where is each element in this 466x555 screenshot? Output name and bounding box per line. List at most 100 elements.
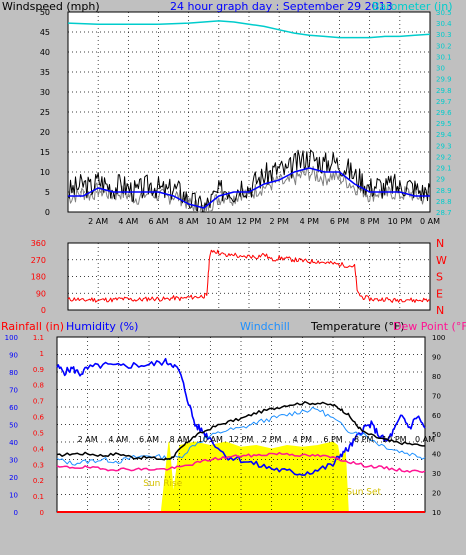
windspeed-tick-15: 15 [40, 148, 50, 157]
dewpoint-label: Dew Point (°F) [393, 320, 466, 333]
barometer-tick-29-8: 29.8 [436, 87, 452, 95]
x-tick-6-am: 6 AM [148, 217, 168, 226]
barometer-axis-ticks: 28.7 28.8 28.9 29 29.1 29.2 29.3 29.4 29.5 29.6 29… [436, 9, 452, 217]
x-tick-4-am: 4 AM [118, 217, 138, 226]
temp-x-tick-8-am: 8 AM [170, 435, 190, 444]
x-tick-8-am: 8 AM [179, 217, 199, 226]
temperature-tick-40: 40 [432, 451, 441, 459]
humidity-tick-50: 50 [9, 422, 18, 430]
x-tick-4-pm: 4 PM [300, 217, 319, 226]
temperature-tick-90: 90 [432, 353, 441, 361]
temperature-tick-10: 10 [432, 509, 441, 517]
rainfall-axis-label: Rainfall (in) [1, 320, 64, 333]
humidity-axis-label: Humidity (%) [66, 320, 138, 333]
barometer-tick-30-2: 30.2 [436, 42, 452, 50]
chart-title: 24 hour graph day : September 29 2013 [170, 0, 393, 13]
x-tick-12-pm: 12 PM [237, 217, 262, 226]
humidity-tick-100: 100 [5, 334, 18, 342]
temperature-tick-100: 100 [432, 334, 445, 342]
wind-panel-x-ticks: 2 AM 4 AM 6 AM 8 AM 10 AM 12 PM 2 PM 4 PM 6 PM 8 … [88, 217, 440, 226]
temp-x-tick-4-pm: 4 PM [293, 435, 312, 444]
humidity-tick-60: 60 [9, 404, 18, 412]
temp-x-tick-10-pm: 10 PM [382, 435, 407, 444]
barometer-line [67, 20, 431, 39]
windchill-label: Windchill [240, 320, 290, 333]
barometer-tick-30-1: 30.1 [436, 53, 452, 61]
x-tick-6-pm: 6 PM [330, 217, 349, 226]
barometer-tick-29-2: 29.2 [436, 153, 452, 161]
humidity-tick-10: 10 [9, 492, 18, 500]
compass-tick-4: N [436, 237, 444, 250]
rainfall-tick-0-2: 0.2 [33, 477, 44, 485]
rainfall-tick-0-3: 0.3 [33, 461, 44, 469]
barometer-tick-28-9: 28.9 [436, 187, 452, 195]
direction-tick-180: 180 [31, 273, 46, 282]
humidity-tick-0: 0 [14, 509, 18, 517]
compass-tick-2: S [436, 271, 443, 284]
rainfall-tick-0-5: 0.5 [33, 429, 44, 437]
temperature-panel-series [56, 357, 426, 513]
x-tick-2-am: 2 AM [88, 217, 108, 226]
rainfall-tick-0-9: 0.9 [33, 366, 44, 374]
temp-x-tick-0-am: 0 AM [415, 435, 435, 444]
wind-average-line [68, 167, 430, 209]
barometer-tick-29-4: 29.4 [436, 131, 452, 139]
windchill-line [56, 406, 426, 466]
temp-x-tick-2-pm: 2 PM [262, 435, 281, 444]
windspeed-tick-0: 0 [45, 208, 50, 217]
humidity-tick-30: 30 [9, 457, 18, 465]
compass-tick-1: E [436, 287, 443, 300]
barometer-tick-28-7: 28.7 [436, 209, 452, 217]
direction-tick-360: 360 [31, 239, 46, 248]
x-tick-10-am: 10 AM [206, 217, 231, 226]
x-tick-0-am: 0 AM [420, 217, 440, 226]
temperature-tick-20: 20 [432, 490, 441, 498]
barometer-axis-label: Barometer (in) [372, 0, 453, 13]
barometer-tick-29-6: 29.6 [436, 109, 452, 117]
compass-tick-3: W [436, 254, 447, 267]
windspeed-tick-10: 10 [40, 168, 50, 177]
barometer-tick-29-1: 29.1 [436, 165, 452, 173]
barometer-tick-29-5: 29.5 [436, 120, 452, 128]
humidity-tick-20: 20 [9, 474, 18, 482]
barometer-tick-29-7: 29.7 [436, 98, 452, 106]
rainfall-tick-1: 1 [40, 350, 44, 358]
rainfall-tick-1-1: 1.1 [33, 334, 44, 342]
barometer-tick-29-3: 29.3 [436, 142, 452, 150]
temperature-axis-label: Temperature (°F) [310, 320, 405, 333]
windspeed-tick-50: 50 [40, 8, 50, 17]
sunrise-label: Sun Rise [143, 479, 182, 489]
humidity-tick-70: 70 [9, 387, 18, 395]
windspeed-tick-20: 20 [40, 128, 50, 137]
windspeed-tick-35: 35 [40, 68, 50, 77]
humidity-tick-90: 90 [9, 352, 18, 360]
temperature-axis-ticks: 10 20 30 40 50 60 70 80 90 100 [432, 334, 445, 517]
temp-x-tick-6-pm: 6 PM [323, 435, 342, 444]
temperature-line [56, 401, 425, 461]
rainfall-tick-0-1: 0.1 [33, 493, 44, 501]
sunset-label: Sun Set [346, 488, 381, 498]
windspeed-tick-25: 25 [40, 108, 50, 117]
temp-x-tick-6-am: 6 AM [139, 435, 159, 444]
compass-tick-0: N [436, 304, 444, 317]
temperature-panel-grid [57, 337, 425, 512]
direction-tick-0: 0 [41, 306, 46, 315]
temp-x-tick-4-am: 4 AM [108, 435, 128, 444]
barometer-tick-29: 29 [436, 176, 445, 184]
rainfall-tick-0-4: 0.4 [33, 445, 45, 453]
temperature-tick-80: 80 [432, 373, 441, 381]
x-tick-10-pm: 10 PM [388, 217, 413, 226]
windspeed-axis-label: Windspeed (mph) [2, 0, 100, 13]
barometer-tick-28-8: 28.8 [436, 198, 452, 206]
temperature-panel-x-ticks: 2 AM 4 AM 6 AM 8 AM 10 AM 12 PM 2 PM 4 PM 6 PM 8 … [78, 435, 435, 444]
direction-degree-ticks: 0 90 180 270 360 [31, 239, 46, 315]
humidity-tick-40: 40 [9, 439, 18, 447]
rainfall-axis-ticks: 0 0.1 0.2 0.3 0.4 0.5 0.6 0.7 0.8 0.9 1 1.1 [33, 334, 45, 517]
direction-panel-grid [68, 243, 430, 310]
temp-x-tick-8-pm: 8 PM [354, 435, 373, 444]
temperature-tick-30: 30 [432, 470, 441, 478]
barometer-tick-30: 30 [436, 65, 445, 73]
x-tick-2-pm: 2 PM [269, 217, 288, 226]
